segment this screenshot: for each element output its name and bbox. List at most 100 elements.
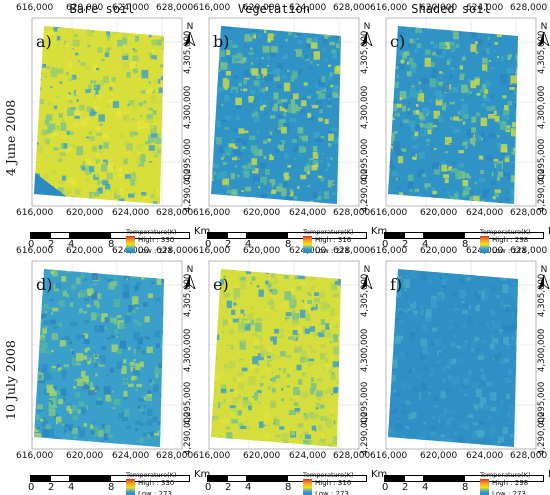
north-arrow-icon: N [538, 265, 550, 292]
north-arrow-shape [361, 273, 373, 291]
map-frame [208, 260, 360, 450]
legend-title: Temperature(K) [480, 228, 531, 236]
scale-segment [404, 475, 424, 482]
x-tick-top: 628,000 [333, 246, 371, 256]
north-arrow-icon: N [184, 22, 196, 49]
legend-high: High : 330 [138, 236, 175, 244]
north-arrow-icon: N [184, 265, 196, 292]
x-tick-bottom: 628,000 [510, 208, 548, 218]
north-arrow-icon: N [361, 22, 373, 49]
map-panel-b: b) 616,000 616,000 620,000 620,000 624,000 624… [193, 3, 375, 226]
map-panel-a: a) 616,000 616,000 620,000 620,000 624,000 624… [16, 3, 198, 226]
scale-bar: 0 2 4 8 Km [205, 469, 387, 495]
x-tick-top: 616,000 [193, 3, 231, 13]
raster-texture [388, 26, 518, 204]
x-tick-top: 620,000 [243, 246, 281, 256]
scale-label: 8 [108, 482, 115, 493]
scale-segment [464, 232, 544, 239]
scale-bar: 0 2 4 8 Km [382, 469, 550, 495]
temperature-legend: Temperature(K) High : 298 Low : 273 [480, 471, 550, 495]
legend-low: Low : 273 [138, 490, 172, 495]
legend-color-ramp [126, 479, 135, 495]
x-tick-top: 628,000 [510, 3, 548, 13]
scale-segment [247, 475, 287, 482]
north-label: N [540, 22, 548, 32]
x-tick-top: 616,000 [370, 3, 408, 13]
scale-label: 8 [108, 239, 115, 250]
map-frame [31, 260, 183, 450]
legend-title: Temperature(K) [303, 228, 354, 236]
scale-segment [30, 232, 50, 239]
scale-label: 8 [462, 482, 469, 493]
scale-segment [110, 475, 190, 482]
legend-title: Temperature(K) [126, 471, 177, 479]
scale-label: 2 [225, 482, 232, 493]
legend-color-ramp [126, 236, 135, 253]
x-tick-top: 620,000 [66, 3, 104, 13]
scale-label: 4 [422, 239, 429, 250]
x-tick-bottom: 616,000 [16, 208, 54, 218]
x-tick-bottom: 620,000 [243, 451, 281, 461]
scale-segment [207, 232, 227, 239]
scale-unit: Km [371, 226, 388, 237]
legend-title: Temperature(K) [126, 228, 177, 236]
temperature-legend: Temperature(K) High : 298 Low : 273 [480, 228, 550, 258]
column-title-bare-soil: Bare soil [69, 2, 135, 16]
y-tick: 4,300,000 [537, 85, 547, 129]
north-arrow-shape [184, 273, 196, 291]
y-tick: 4,290,000 [537, 411, 547, 455]
x-tick-top: 628,000 [510, 246, 548, 256]
temperature-map-2 [208, 17, 360, 207]
scale-segment [404, 232, 424, 239]
legend-high: High : 298 [492, 236, 529, 244]
legend-high: High : 316 [315, 236, 352, 244]
y-tick: 4,300,000 [183, 328, 193, 372]
scale-label: 4 [68, 239, 75, 250]
scale-label: 2 [48, 482, 55, 493]
legend-low: Low : 273 [315, 247, 349, 255]
legend-high: High : 316 [315, 479, 352, 487]
legend-color-ramp [480, 479, 489, 495]
north-label: N [363, 22, 371, 32]
scale-segment [384, 475, 404, 482]
x-tick-top: 616,000 [370, 246, 408, 256]
scale-segment [287, 475, 367, 482]
x-tick-top: 616,000 [16, 3, 54, 13]
x-tick-top: 620,000 [243, 3, 281, 13]
x-tick-bottom: 628,000 [333, 208, 371, 218]
raster-texture [211, 269, 341, 447]
temperature-legend: Temperature(K) High : 316 Low : 273 [303, 471, 373, 495]
x-tick-bottom: 620,000 [66, 451, 104, 461]
scale-label: 0 [205, 239, 212, 250]
legend-title: Temperature(K) [303, 471, 354, 479]
x-tick-bottom: 620,000 [420, 451, 458, 461]
map-frame [31, 17, 183, 207]
x-tick-top: 620,000 [420, 246, 458, 256]
scale-segment [247, 232, 287, 239]
scale-bar: 0 2 4 8 Km [28, 469, 210, 495]
row-title-june: 4 June 2008 [3, 99, 18, 176]
x-tick-top: 628,000 [156, 246, 194, 256]
legend-high: High : 330 [138, 479, 175, 487]
temperature-map-1 [31, 17, 183, 207]
x-tick-bottom: 616,000 [193, 208, 231, 218]
scale-label: 4 [422, 482, 429, 493]
scale-segment [207, 475, 227, 482]
temperature-legend: Temperature(K) High : 330 Low : 273 [126, 228, 196, 258]
legend-low: Low : 273 [138, 247, 172, 255]
raster-texture [34, 26, 164, 204]
legend-title: Temperature(K) [480, 471, 531, 479]
map-frame [208, 17, 360, 207]
map-panel-d: d)616,000616,000620,000620,000624,000624… [16, 246, 198, 469]
column-title-vegetation: Vegetation [237, 2, 311, 16]
scale-label: 4 [245, 482, 252, 493]
temperature-map-6 [385, 260, 537, 450]
row-title-july: 10 July 2008 [3, 340, 18, 420]
legend-low: Low : 273 [315, 490, 349, 495]
x-tick-bottom: 616,000 [193, 451, 231, 461]
x-tick-top: 628,000 [333, 3, 371, 13]
y-tick: 4,300,000 [360, 85, 370, 129]
x-tick-top: 624,000 [289, 3, 327, 13]
y-tick: 4,290,000 [360, 168, 370, 212]
x-tick-top: 620,000 [420, 3, 458, 13]
